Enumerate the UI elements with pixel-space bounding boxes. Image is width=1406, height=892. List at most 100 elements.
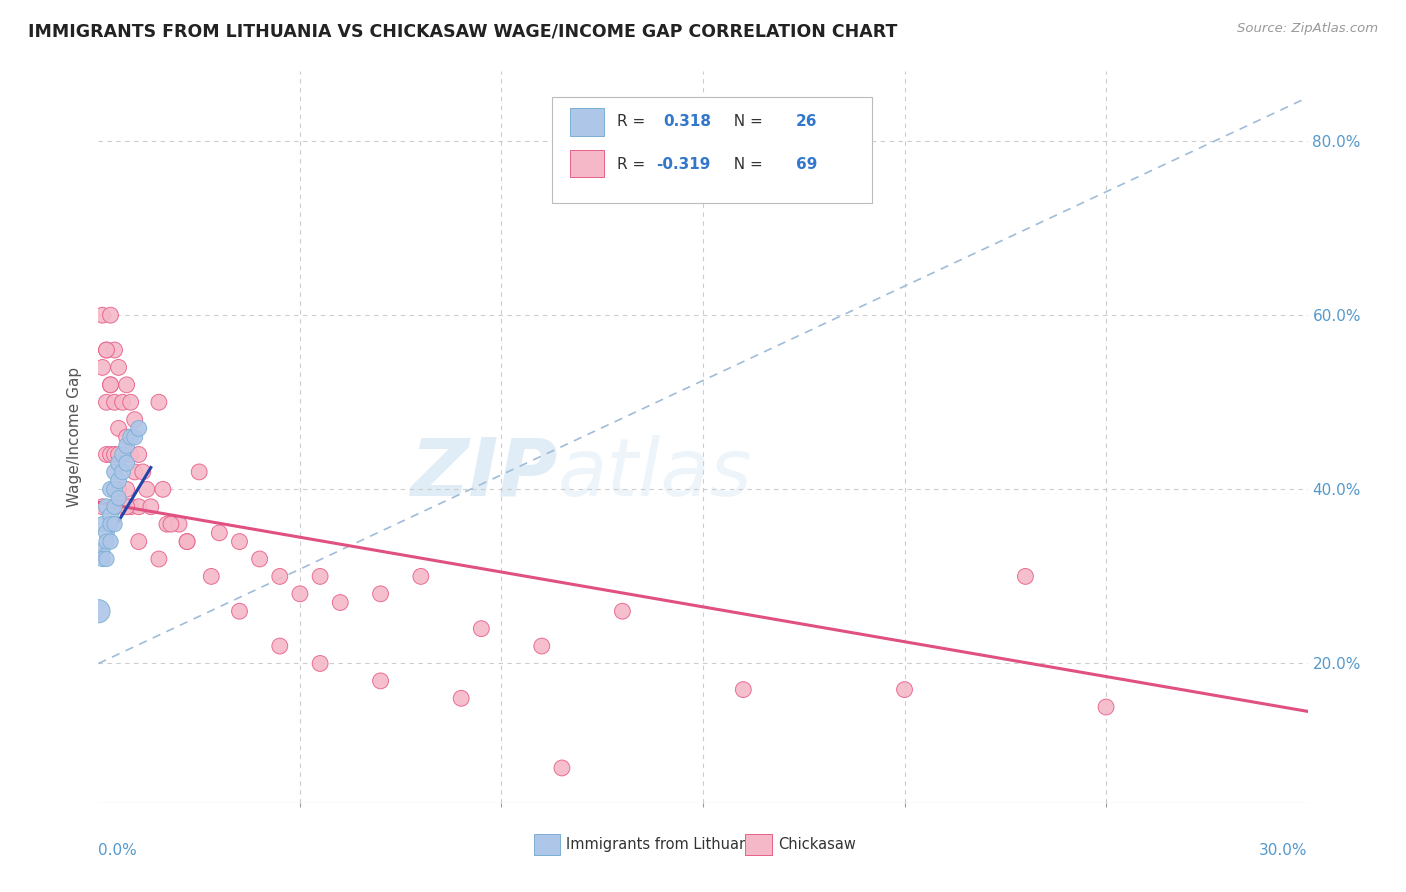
Point xyxy=(269,569,291,583)
Point xyxy=(111,500,134,514)
Point xyxy=(96,448,118,462)
FancyBboxPatch shape xyxy=(569,108,603,136)
Point xyxy=(288,587,311,601)
Text: -0.319: -0.319 xyxy=(655,157,710,172)
Point xyxy=(208,525,231,540)
Point xyxy=(176,534,198,549)
Point xyxy=(120,500,142,514)
Point xyxy=(1095,700,1118,714)
Point xyxy=(96,552,118,566)
Point xyxy=(156,517,179,532)
Point xyxy=(370,673,392,688)
Point xyxy=(107,448,129,462)
Point xyxy=(269,639,291,653)
Point xyxy=(470,622,492,636)
Point xyxy=(96,343,118,357)
Point xyxy=(91,517,114,532)
Text: N =: N = xyxy=(724,157,768,172)
Point xyxy=(450,691,472,706)
Point xyxy=(103,395,125,409)
Text: R =: R = xyxy=(617,113,650,128)
Point xyxy=(128,500,150,514)
Point xyxy=(96,534,118,549)
Point xyxy=(530,639,553,653)
FancyBboxPatch shape xyxy=(534,833,561,855)
Point xyxy=(100,308,122,322)
Point xyxy=(249,552,271,566)
Point xyxy=(107,474,129,488)
Point xyxy=(128,448,150,462)
Point xyxy=(111,465,134,479)
Point xyxy=(91,552,114,566)
Point xyxy=(111,448,134,462)
Point xyxy=(188,465,211,479)
Point xyxy=(124,412,146,426)
Point xyxy=(103,517,125,532)
Point xyxy=(176,534,198,549)
Point xyxy=(309,569,332,583)
Point xyxy=(115,430,138,444)
Point xyxy=(115,456,138,470)
Point xyxy=(148,395,170,409)
Text: Immigrants from Lithuania: Immigrants from Lithuania xyxy=(567,837,762,852)
Point xyxy=(124,465,146,479)
Text: R =: R = xyxy=(617,157,650,172)
Point xyxy=(107,483,129,497)
Point xyxy=(409,569,432,583)
FancyBboxPatch shape xyxy=(745,833,772,855)
Point xyxy=(100,377,122,392)
Text: N =: N = xyxy=(724,113,768,128)
Point xyxy=(103,343,125,357)
Point xyxy=(107,456,129,470)
Point xyxy=(91,360,114,375)
Point xyxy=(128,534,150,549)
Point xyxy=(100,508,122,523)
Point xyxy=(128,421,150,435)
Point xyxy=(228,534,250,549)
Point xyxy=(103,500,125,514)
Text: ZIP: ZIP xyxy=(411,434,558,513)
Point xyxy=(115,483,138,497)
Point xyxy=(100,483,122,497)
Point xyxy=(893,682,915,697)
Point xyxy=(228,604,250,618)
Point xyxy=(120,448,142,462)
Text: Source: ZipAtlas.com: Source: ZipAtlas.com xyxy=(1237,22,1378,36)
Point xyxy=(96,343,118,357)
Point xyxy=(91,308,114,322)
Point xyxy=(111,395,134,409)
Point xyxy=(329,595,352,609)
Point xyxy=(115,500,138,514)
Point xyxy=(100,448,122,462)
Point xyxy=(103,500,125,514)
Point xyxy=(120,395,142,409)
Point xyxy=(160,517,183,532)
Point xyxy=(107,491,129,505)
Point xyxy=(91,543,114,558)
Point xyxy=(167,517,190,532)
Y-axis label: Wage/Income Gap: Wage/Income Gap xyxy=(67,367,83,508)
Text: Chickasaw: Chickasaw xyxy=(778,837,856,852)
FancyBboxPatch shape xyxy=(569,150,603,178)
Point xyxy=(100,534,122,549)
Point xyxy=(733,682,755,697)
Point xyxy=(152,483,174,497)
Point xyxy=(200,569,222,583)
Text: 26: 26 xyxy=(796,113,818,128)
Point xyxy=(132,465,155,479)
Text: 0.0%: 0.0% xyxy=(98,843,138,858)
Point xyxy=(148,552,170,566)
Point xyxy=(115,377,138,392)
Point xyxy=(96,395,118,409)
Text: atlas: atlas xyxy=(558,434,752,513)
Point xyxy=(120,430,142,444)
Point xyxy=(96,525,118,540)
Point xyxy=(370,587,392,601)
Text: 30.0%: 30.0% xyxy=(1260,843,1308,858)
FancyBboxPatch shape xyxy=(551,97,872,203)
Point xyxy=(96,500,118,514)
Point xyxy=(103,483,125,497)
Point xyxy=(103,448,125,462)
Point xyxy=(1014,569,1036,583)
Point xyxy=(87,604,110,618)
